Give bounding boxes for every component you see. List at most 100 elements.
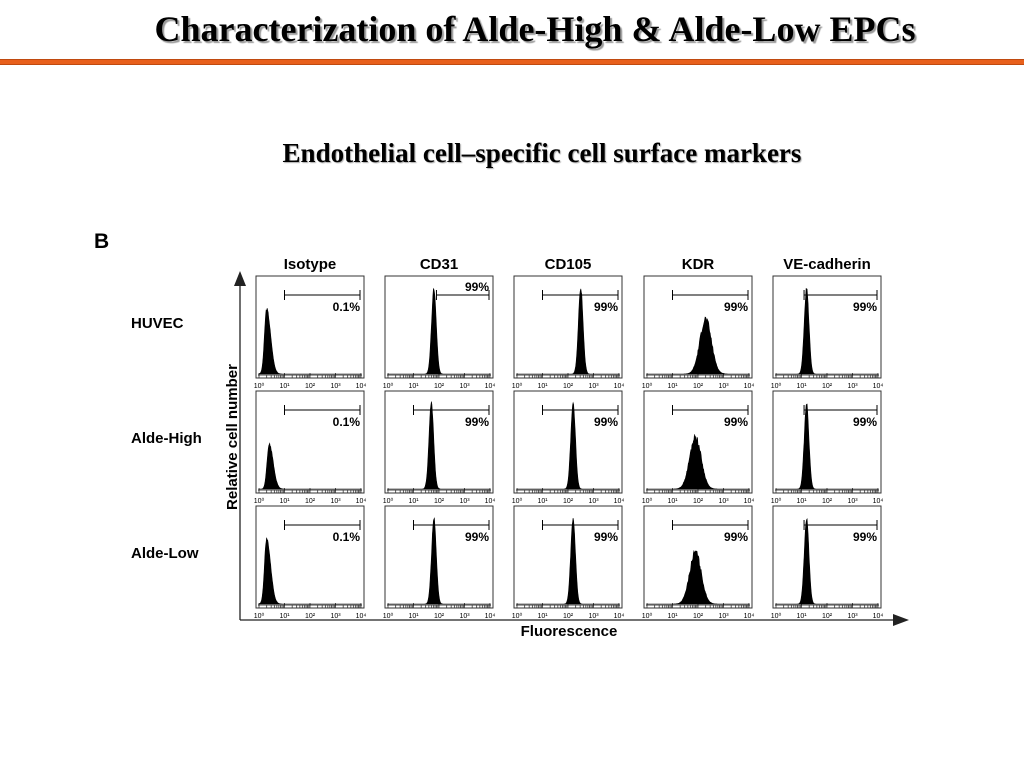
histogram-distribution — [388, 287, 490, 375]
panel-frame — [513, 390, 623, 494]
x-tick-label: 10⁰ — [512, 497, 523, 505]
x-tick-label: 10² — [822, 498, 833, 505]
panel-frame — [772, 390, 882, 494]
x-tick-label: 10⁰ — [383, 382, 394, 390]
x-tick-label: 10³ — [718, 498, 729, 505]
x-tick-label: 10⁰ — [254, 612, 265, 620]
x-tick-label: 10⁰ — [512, 382, 523, 390]
x-tick-label: 10⁴ — [614, 498, 625, 505]
percentage-label: 99% — [724, 530, 748, 544]
x-tick-label: 10³ — [459, 383, 470, 390]
panel-alde-low-cd105: 10⁰ 10¹ 10² 10³ 10⁴ 99% — [512, 505, 625, 620]
x-tick-label: 10² — [563, 613, 574, 620]
row-label-alde-low: Alde-Low — [131, 545, 199, 562]
panel-huvec-cd31: 10⁰ 10¹ 10² 10³ 10⁴ 99% — [383, 275, 496, 390]
histogram-distribution — [647, 434, 749, 490]
x-tick-label: 10¹ — [279, 383, 290, 390]
x-axis-arrowhead — [893, 614, 909, 626]
histogram-distribution — [776, 288, 878, 375]
panel-huvec-isotype: 10⁰ 10¹ 10² 10³ 10⁴ 0.1% — [254, 275, 367, 390]
x-tick-label: 10⁴ — [744, 613, 755, 620]
panel-frame — [384, 275, 494, 379]
x-tick-label: 10⁴ — [744, 383, 755, 390]
panel-frame — [513, 505, 623, 609]
panel-alde-low-cd31: 10⁰ 10¹ 10² 10³ 10⁴ 99% — [383, 505, 495, 620]
x-tick-label: 10¹ — [408, 383, 419, 390]
percentage-label: 99% — [594, 300, 618, 314]
x-tick-label: 10¹ — [408, 498, 419, 505]
percentage-label: 99% — [853, 300, 877, 314]
x-tick-label: 10³ — [459, 613, 470, 620]
x-tick-label: 10⁰ — [771, 497, 782, 505]
x-tick-label: 10³ — [718, 613, 729, 620]
x-tick-label: 10³ — [718, 383, 729, 390]
x-tick-label: 10⁴ — [356, 383, 367, 390]
histogram-distribution — [388, 401, 490, 490]
percentage-label: 99% — [465, 415, 489, 429]
percentage-label: 0.1% — [333, 415, 361, 429]
x-tick-label: 10³ — [588, 383, 599, 390]
column-header-cd105: CD105 — [545, 256, 592, 273]
histogram-distribution — [388, 517, 490, 605]
x-tick-label: 10² — [434, 383, 445, 390]
x-tick-label: 10³ — [588, 498, 599, 505]
panel-alde-high-cd105: 10⁰ 10¹ 10² 10³ 10⁴ 99% — [512, 390, 625, 505]
panel-huvec-cd105: 10⁰ 10¹ 10² 10³ 10⁴ 99% — [512, 275, 625, 390]
x-tick-label: 10⁰ — [383, 497, 394, 505]
panel-huvec-ve-cadherin: 10⁰ 10¹ 10² 10³ 10⁴ 99% — [771, 275, 884, 390]
x-tick-label: 10¹ — [537, 613, 548, 620]
x-tick-label: 10¹ — [667, 498, 678, 505]
x-tick-label: 10¹ — [796, 498, 807, 505]
histogram-distribution — [647, 316, 749, 375]
x-tick-label: 10⁰ — [642, 382, 653, 390]
x-tick-label: 10⁴ — [873, 383, 884, 390]
slide-subtitle: Endothelial cell–specific cell surface m… — [282, 138, 802, 168]
x-tick-label: 10² — [693, 498, 704, 505]
x-tick-label: 10³ — [588, 613, 599, 620]
x-tick-label: 10² — [693, 383, 704, 390]
x-tick-label: 10⁴ — [614, 383, 625, 390]
x-tick-label: 10⁰ — [254, 497, 265, 505]
x-tick-label: 10⁰ — [771, 612, 782, 620]
panel-frame — [513, 275, 623, 379]
x-tick-label: 10⁴ — [356, 498, 367, 505]
histogram-distribution — [647, 550, 749, 605]
title-divider — [0, 59, 1024, 65]
histogram-distribution — [776, 403, 878, 490]
y-axis-arrowhead — [234, 271, 246, 286]
panel-alde-high-cd31: 10⁰ 10¹ 10² 10³ 10⁴ 99% — [383, 390, 496, 505]
panel-alde-high-isotype: 10⁰ 10¹ 10² 10³ 10⁴ 0.1% — [254, 390, 367, 505]
x-tick-label: 10¹ — [796, 383, 807, 390]
percentage-label: 99% — [465, 280, 489, 294]
x-tick-label: 10² — [305, 613, 316, 620]
x-tick-label: 10⁴ — [614, 613, 625, 620]
row-label-alde-high: Alde-High — [131, 430, 202, 447]
percentage-label: 99% — [724, 300, 748, 314]
x-tick-label: 10¹ — [667, 613, 678, 620]
x-tick-label: 10³ — [847, 613, 858, 620]
panel-frame — [384, 390, 494, 494]
x-tick-label: 10⁴ — [485, 498, 496, 505]
panel-frame — [384, 505, 494, 609]
x-tick-label: 10⁴ — [744, 498, 755, 505]
panel-alde-low-isotype: 10⁰ 10¹ 10² 10³ 10⁴ 0.1% — [254, 505, 366, 620]
x-tick-label: 10⁰ — [383, 612, 394, 620]
x-tick-label: 10³ — [330, 613, 341, 620]
x-tick-label: 10⁰ — [512, 612, 523, 620]
x-tick-label: 10² — [563, 383, 574, 390]
panel-huvec-kdr: 10⁰ 10¹ 10² 10³ 10⁴ 99% — [642, 275, 755, 390]
x-tick-label: 10⁰ — [254, 382, 265, 390]
x-tick-label: 10² — [305, 498, 316, 505]
x-tick-label: 10² — [822, 383, 833, 390]
x-tick-label: 10⁴ — [873, 498, 884, 505]
x-tick-label: 10¹ — [279, 498, 290, 505]
x-tick-label: 10² — [563, 498, 574, 505]
histogram-distribution — [258, 537, 361, 605]
x-tick-label: 10⁴ — [485, 383, 496, 390]
x-tick-label: 10³ — [847, 498, 858, 505]
percentage-label: 99% — [724, 415, 748, 429]
x-axis-label: Fluorescence — [521, 623, 618, 640]
panel-alde-low-kdr: 10⁰ 10¹ 10² 10³ 10⁴ 99% — [642, 505, 755, 620]
x-tick-label: 10⁰ — [642, 612, 653, 620]
panel-frame — [772, 505, 882, 609]
